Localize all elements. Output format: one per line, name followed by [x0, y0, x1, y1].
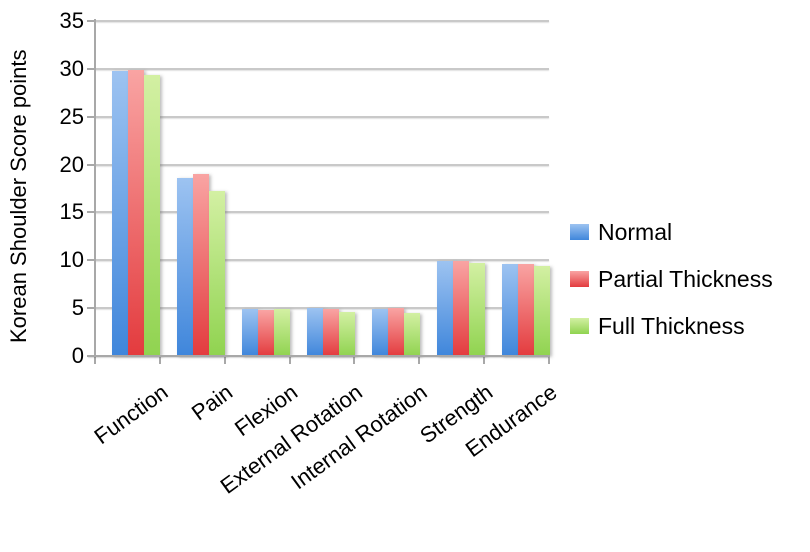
x-category-label: Pain — [187, 379, 238, 426]
bar-normal-internal-rotation — [371, 309, 388, 356]
bar-full-thickness-flexion — [274, 309, 291, 356]
x-tick-mark — [353, 355, 356, 364]
x-tick-mark — [483, 355, 486, 364]
legend-label: Normal — [598, 219, 673, 245]
bar-full-thickness-function — [144, 74, 161, 356]
y-tick-label: 30 — [59, 55, 84, 81]
bar-partial-thickness-flexion — [258, 310, 275, 356]
y-tick-label: 20 — [59, 151, 84, 177]
x-category-label: Function — [89, 379, 173, 450]
y-tick-label: 0 — [71, 343, 84, 368]
y-tick-mark — [87, 163, 96, 166]
bar-full-thickness-strength — [468, 263, 485, 356]
y-tick-label: 10 — [59, 247, 84, 273]
y-tick-mark — [87, 211, 96, 214]
bar-full-thickness-endurance — [533, 266, 550, 356]
legend-label: Full Thickness — [598, 313, 745, 339]
bar-partial-thickness-pain — [193, 174, 210, 356]
bar-full-thickness-external-rotation — [339, 311, 355, 356]
bar-partial-thickness-strength — [452, 261, 469, 356]
y-tick-mark — [87, 20, 96, 22]
x-tick-mark — [223, 355, 226, 364]
legend-item-partial-thickness: Partial Thickness — [570, 267, 773, 291]
gridline — [95, 259, 549, 262]
y-tick-mark — [87, 67, 96, 70]
legend-swatch-normal — [570, 224, 589, 240]
bar-full-thickness-internal-rotation — [403, 312, 420, 356]
bar-normal-flexion — [242, 309, 259, 356]
y-tick-label: 15 — [59, 199, 84, 225]
y-axis-line — [94, 19, 96, 363]
gridline — [95, 20, 549, 22]
bar-normal-external-rotation — [307, 308, 323, 356]
y-tick-mark — [87, 307, 96, 310]
y-tick-label: 5 — [71, 295, 84, 321]
bar-partial-thickness-internal-rotation — [387, 308, 404, 356]
legend: Normal Partial Thickness Full Thickness — [570, 220, 773, 338]
y-tick-mark — [87, 115, 96, 118]
bar-full-thickness-pain — [209, 191, 226, 356]
legend-swatch-partial-thickness — [570, 271, 589, 287]
x-axis-line — [88, 355, 549, 357]
bar-normal-endurance — [501, 264, 518, 356]
y-tick-label: 35 — [59, 8, 84, 33]
gridline — [95, 163, 549, 166]
gridline — [95, 211, 549, 214]
bar-partial-thickness-endurance — [517, 264, 534, 356]
x-tick-mark — [288, 355, 291, 364]
gridline — [95, 115, 549, 118]
x-tick-mark — [158, 355, 161, 364]
x-tick-mark — [548, 355, 550, 364]
legend-item-full-thickness: Full Thickness — [570, 314, 773, 338]
bar-normal-function — [112, 70, 129, 356]
bar-partial-thickness-function — [128, 69, 145, 356]
x-tick-mark — [418, 355, 421, 364]
gridline — [95, 67, 549, 70]
bar-partial-thickness-external-rotation — [323, 309, 339, 356]
y-tick-label: 25 — [59, 103, 84, 129]
legend-item-normal: Normal — [570, 220, 773, 244]
bar-normal-pain — [177, 177, 194, 356]
legend-swatch-full-thickness — [570, 318, 589, 334]
legend-label: Partial Thickness — [598, 266, 773, 292]
bar-normal-strength — [436, 261, 453, 356]
y-tick-mark — [87, 259, 96, 262]
